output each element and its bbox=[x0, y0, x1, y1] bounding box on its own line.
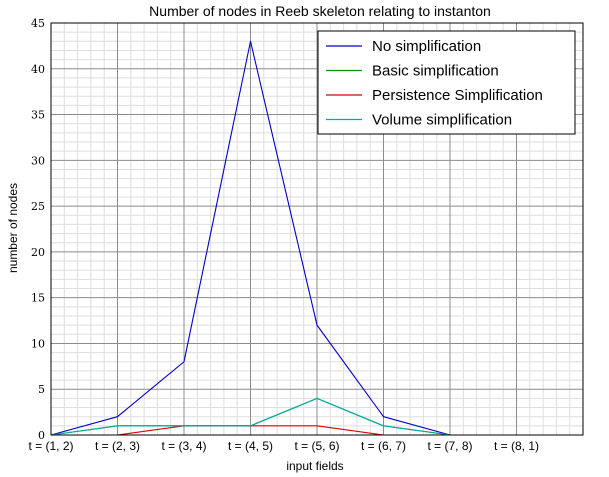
legend-entry: Persistence Simplification bbox=[372, 87, 543, 104]
series-line bbox=[50, 397, 451, 436]
x-tick-labels: t = (1, 2) t = (2, 3) t = (3, 4) t = (4, 5)… bbox=[28, 439, 539, 453]
y-tick-label: 30 bbox=[31, 154, 45, 167]
legend: No simplification Basic simplification Per… bbox=[317, 30, 576, 135]
y-tick-label: 10 bbox=[31, 337, 45, 350]
legend-box bbox=[317, 30, 576, 135]
chart-title: Number of nodes in Reeb skeleton relatin… bbox=[149, 3, 491, 19]
series-line bbox=[50, 40, 451, 436]
y-tick-label: 15 bbox=[31, 292, 45, 305]
x-tick-label: t = (4, 5) bbox=[228, 439, 273, 453]
y-tick-label: 25 bbox=[31, 200, 45, 213]
x-tick-label: t = (1, 2) bbox=[28, 439, 73, 453]
legend-entry: No simplification bbox=[372, 38, 481, 55]
y-tick-label: 20 bbox=[31, 246, 45, 259]
y-tick-label: 45 bbox=[31, 17, 45, 30]
x-tick-label: t = (3, 4) bbox=[161, 439, 206, 453]
x-tick-label: t = (2, 3) bbox=[95, 439, 140, 453]
y-tick-label: 35 bbox=[31, 109, 45, 122]
y-tick-label: 5 bbox=[38, 383, 45, 396]
y-tick-label: 40 bbox=[31, 63, 45, 76]
x-tick-label: t = (7, 8) bbox=[427, 439, 472, 453]
x-tick-label: t = (6, 7) bbox=[361, 439, 406, 453]
plot-frame bbox=[50, 22, 584, 436]
y-tick-label: 0 bbox=[38, 429, 45, 442]
x-axis-label: input fields bbox=[286, 459, 343, 473]
legend-entry: Volume simplification bbox=[372, 112, 512, 129]
x-tick-label: t = (5, 6) bbox=[294, 439, 339, 453]
x-tick-label: t = (8, 1) bbox=[494, 439, 539, 453]
y-axis-label: number of nodes bbox=[6, 183, 20, 273]
y-tick-labels: 0 5 10 15 20 25 30 35 40 45 bbox=[31, 17, 45, 442]
legend-entry: Basic simplification bbox=[372, 63, 499, 80]
